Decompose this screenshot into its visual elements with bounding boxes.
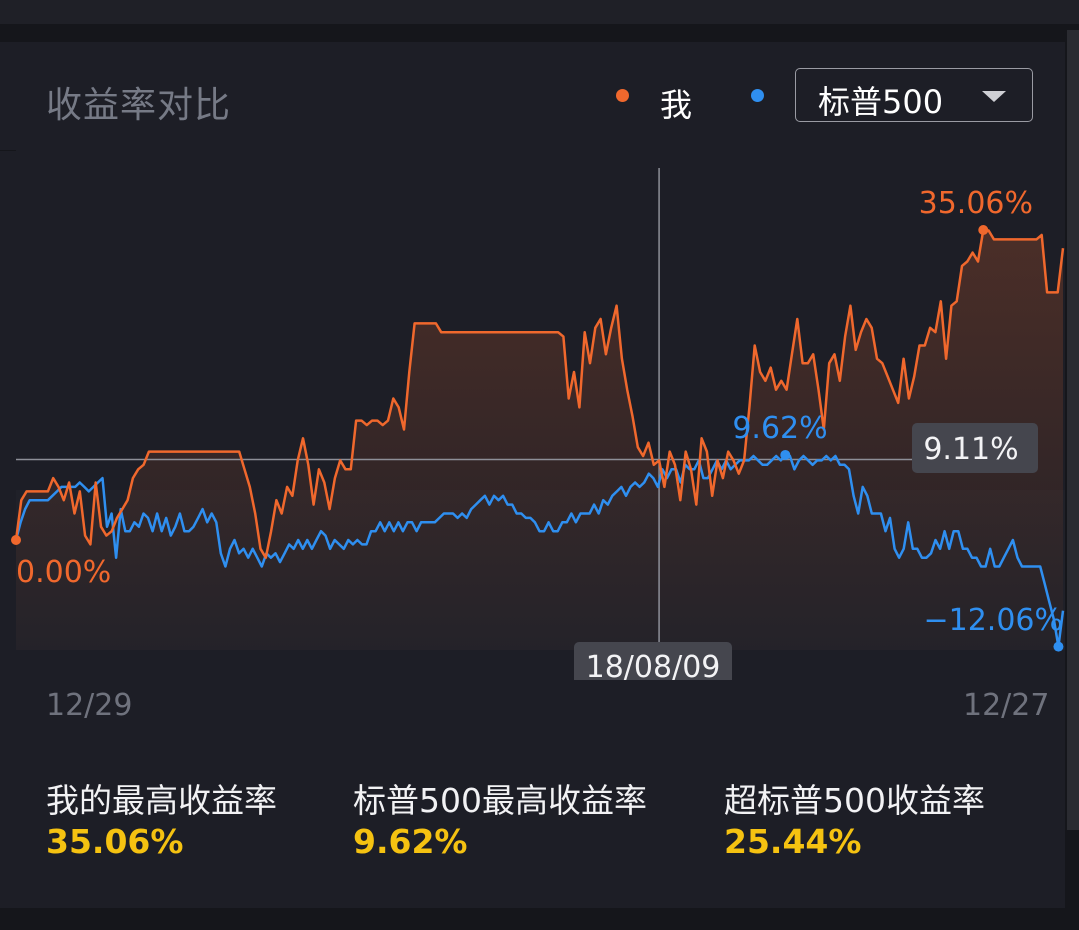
point-benchmark-max: [780, 449, 791, 460]
point-me-max: [978, 225, 989, 235]
card-title: 收益率对比: [46, 85, 232, 126]
x-tick-end: 12/27: [963, 688, 1050, 723]
stat-label-excess: 超标普500收益率: [724, 781, 985, 820]
label-me-start: 0.00%: [16, 555, 111, 590]
series-line-me: [14, 228, 1065, 559]
crosshair-value-box: [912, 423, 1038, 473]
return-comparison-chart[interactable]: 0.00% 35.06% 9.62% −12.06% 9.11% 18/08/0…: [0, 150, 1065, 680]
benchmark-dropdown-value: 标普500: [818, 83, 944, 121]
scrollbar[interactable]: [1067, 30, 1079, 830]
stat-value-my-max: 35.06%: [46, 822, 184, 861]
point-benchmark-end: [1053, 641, 1064, 652]
legend-label-me: 我: [660, 86, 693, 124]
crosshair-date-label: 18/08/09: [586, 650, 721, 680]
legend-dot-me: [616, 89, 629, 102]
x-tick-start: 12/29: [46, 688, 133, 723]
stat-value-benchmark-max: 9.62%: [353, 822, 468, 861]
point-me-start: [11, 535, 21, 545]
legend-dot-benchmark: [751, 89, 764, 102]
chevron-down-icon[interactable]: [982, 91, 1006, 102]
label-me-max: 35.06%: [919, 186, 1033, 221]
crosshair-date-box: [574, 642, 732, 680]
stat-label-my-max: 我的最高收益率: [46, 781, 277, 820]
label-benchmark-max: 9.62%: [732, 411, 827, 446]
series-area-me: [16, 230, 1063, 650]
series-line-benchmark: [14, 453, 1065, 648]
top-bar: [0, 0, 1079, 24]
benchmark-dropdown[interactable]: 标普500: [795, 68, 1033, 122]
label-benchmark-end: −12.06%: [923, 603, 1063, 638]
stat-label-benchmark-max: 标普500最高收益率: [353, 781, 647, 820]
stat-value-excess: 25.44%: [724, 822, 862, 861]
crosshair-value-label: 9.11%: [923, 432, 1018, 467]
